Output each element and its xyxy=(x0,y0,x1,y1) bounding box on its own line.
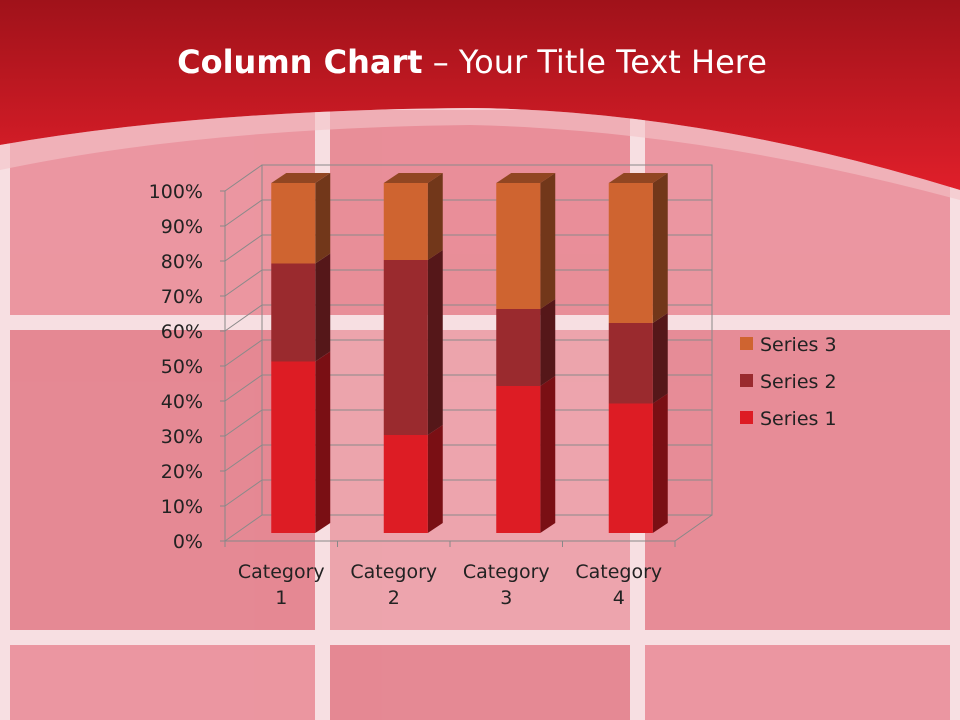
legend-label: Series 1 xyxy=(760,408,837,430)
bar-side xyxy=(315,173,331,264)
header-band xyxy=(0,0,960,190)
grid-line xyxy=(224,479,712,507)
y-tick-label: 100% xyxy=(149,181,203,203)
title-rest: – Your Title Text Here xyxy=(433,43,767,81)
slide-title: Column Chart – Your Title Text Here xyxy=(177,43,767,81)
grid-line xyxy=(224,199,712,227)
bar xyxy=(496,183,541,309)
x-tick-label: Category 1 xyxy=(237,561,325,609)
bar xyxy=(608,403,653,533)
y-tick-label: 50% xyxy=(161,356,203,378)
y-tick-label: 90% xyxy=(161,216,203,238)
bar-side xyxy=(427,425,443,533)
legend-swatch xyxy=(740,374,753,387)
bar xyxy=(383,435,428,533)
legend-label: Series 2 xyxy=(760,371,837,393)
bar-top xyxy=(608,173,668,183)
bar xyxy=(496,309,541,386)
bar-side xyxy=(652,173,668,323)
bar xyxy=(271,361,316,533)
y-tick-label: 30% xyxy=(161,426,203,448)
bar-top xyxy=(383,173,443,183)
y-tick-label: 10% xyxy=(161,496,203,518)
bar xyxy=(383,183,428,260)
y-tick-label: 80% xyxy=(161,251,203,273)
bar xyxy=(608,183,653,323)
grid-line xyxy=(224,409,712,437)
x-tick-label: Category 2 xyxy=(350,561,438,609)
bar-top xyxy=(271,173,331,183)
bar-side xyxy=(427,173,443,260)
bar xyxy=(608,323,653,404)
x-tick-label: Category 3 xyxy=(462,561,550,609)
bar-top xyxy=(496,173,556,183)
legend-swatch xyxy=(740,411,753,424)
plot-area: 0% 10% 20% 30% 40% 50% 60% 70% 80% 90% 100% Series … xyxy=(149,164,837,553)
y-tick-label: 70% xyxy=(161,286,203,308)
y-tick-label: 20% xyxy=(161,461,203,483)
grid-line xyxy=(224,234,712,262)
y-tick-label: 60% xyxy=(161,321,203,343)
bar xyxy=(496,386,541,533)
legend-label: Series 3 xyxy=(760,334,837,356)
grid-line xyxy=(224,444,712,472)
grid-line xyxy=(224,164,712,192)
bar xyxy=(271,263,316,362)
grid-line xyxy=(224,304,712,332)
bar-side xyxy=(427,250,443,435)
bar-side xyxy=(652,313,668,404)
grid-line xyxy=(224,339,712,367)
bar-side xyxy=(540,299,556,386)
title-bold: Column Chart xyxy=(177,43,422,81)
grid-line xyxy=(224,374,712,402)
bar-side xyxy=(652,393,668,533)
grid-line xyxy=(224,514,712,542)
bar-side xyxy=(540,376,556,533)
y-tick-label: 40% xyxy=(161,391,203,413)
legend-swatch xyxy=(740,337,753,350)
bar xyxy=(383,260,428,435)
bar-side xyxy=(315,253,331,362)
bar-side xyxy=(540,173,556,309)
grid-line xyxy=(224,269,712,297)
y-tick-label: 0% xyxy=(173,531,203,553)
header-swoosh xyxy=(0,108,960,200)
bar-side xyxy=(315,351,331,533)
bar xyxy=(271,183,316,264)
x-tick-label: Category 4 xyxy=(575,561,663,609)
